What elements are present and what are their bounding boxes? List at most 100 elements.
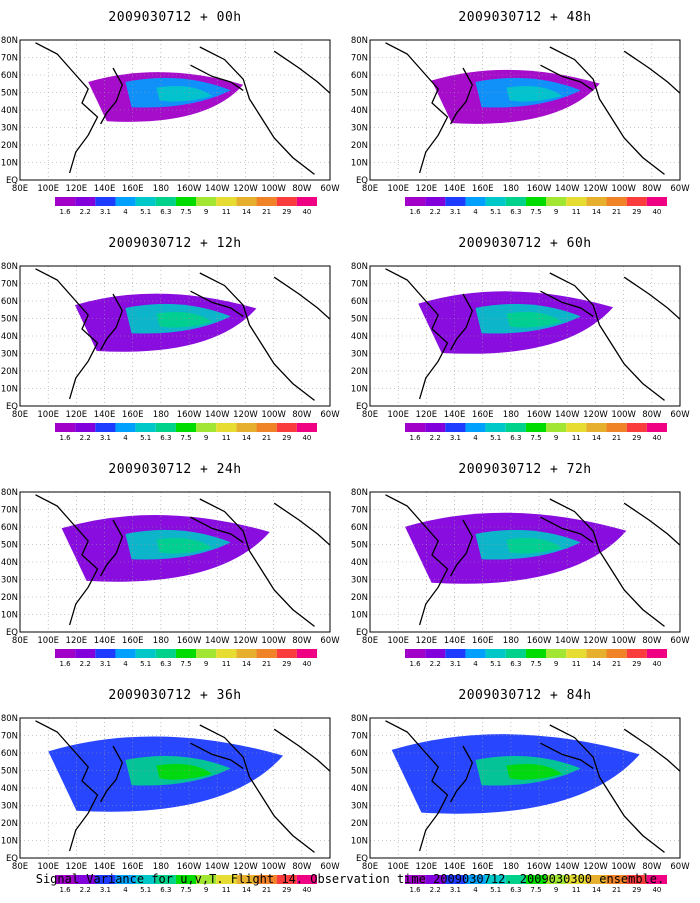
map-panel: 2009030712 + 72h EQ 10N 20N 30N 40N 50N 60N 70N 8… [350,452,700,677]
x-tick-label: 120E [416,862,438,872]
coastline [190,290,244,317]
coastline [549,498,665,627]
colorbar: 1.6 2.2 3.1 4 5.1 6.3 7.5 9 11 14 21 29 40 [55,197,317,216]
colorbar-swatch [505,649,526,658]
map-grid [370,40,680,180]
colorbar-swatch [525,197,547,206]
colorbar-label: 5.1 [490,434,501,442]
x-tick-label: 100E [387,862,409,872]
coastline [273,276,331,320]
colorbar-swatch [175,423,197,432]
colorbar-label: 5.1 [490,886,501,894]
y-tick-label: 40N [1,558,18,568]
x-tick-label: 80W [292,862,312,872]
colorbar-swatch [196,875,217,884]
colorbar-label: 5.1 [140,886,151,894]
variance-shading [61,515,270,582]
x-tick-label: 140E [94,410,116,420]
x-tick-label: 180 [153,184,169,194]
coastline [190,742,244,769]
colorbar-swatch [55,423,76,432]
colorbar-label: 9 [204,208,208,216]
colorbar-label: 1.6 [410,208,422,216]
x-tick-label: 140E [94,862,116,872]
x-tick-label: 80W [292,184,312,194]
x-tick-label: 140W [555,184,580,194]
x-tick-label: 140E [94,636,116,646]
colorbar-swatch [175,197,197,206]
x-tick-label: 100W [611,184,636,194]
x-tick-label: 180 [503,184,519,194]
colorbar-swatch [525,875,547,884]
coastline [100,67,124,125]
x-tick-label: 140W [205,410,230,420]
colorbar-label: 9 [554,886,558,894]
x-tick-label: 100E [37,410,59,420]
colorbar-label: 11 [222,886,231,894]
x-tick-label: 60W [670,184,690,194]
map-svg: EQ 10N 20N 30N 40N 50N 60N 70N 80N 80E 100E 120E 140… [1,262,340,442]
coastline [190,64,244,91]
map-svg: EQ 10N 20N 30N 40N 50N 60N 70N 80N 80E 100E 120E 140… [351,714,690,894]
colorbar-label: 9 [204,434,208,442]
y-tick-label: 60N [1,297,18,307]
colorbar-label: 29 [632,208,641,216]
colorbar: 1.6 2.2 3.1 4 5.1 6.3 7.5 9 11 14 21 29 40 [55,649,317,668]
colorbar-swatch [646,197,667,206]
y-tick-label: 60N [351,297,368,307]
colorbar-swatch [485,423,506,432]
colorbar-swatch [405,197,426,206]
colorbar-label: 40 [302,208,311,216]
colorbar-swatch [405,649,426,658]
colorbar-swatch [546,649,567,658]
colorbar-label: 3.1 [450,208,461,216]
colorbar-label: 29 [282,208,291,216]
y-tick-label: 50N [351,89,368,99]
panel-title: 2009030712 + 12h [108,236,242,251]
y-tick-label: 50N [351,767,368,777]
colorbar-swatch [115,875,136,884]
colorbar-swatch [115,649,136,658]
colorbar-label: 4 [473,660,478,668]
y-tick-label: 40N [351,332,368,342]
colorbar-swatch [256,649,277,658]
y-tick-label: 60N [351,749,368,759]
y-tick-label: 80N [1,488,18,498]
colorbar-label: 2.2 [80,886,91,894]
x-tick-label: 180 [503,410,519,420]
colorbar-swatch [626,875,647,884]
coastline [540,516,594,543]
panel-title: 2009030712 + 84h [458,688,592,703]
colorbar-label: 6.3 [160,660,171,668]
x-tick-label: 80W [292,410,312,420]
y-tick-label: 50N [351,315,368,325]
x-tick-label: 140W [205,636,230,646]
y-tick-label: 10N [1,837,18,847]
colorbar-swatch [115,423,136,432]
colorbar-label: 1.6 [60,208,72,216]
colorbar-swatch [296,197,317,206]
panel-title: 2009030712 + 36h [108,688,242,703]
coastline [273,50,331,94]
colorbar-label: 4 [473,886,478,894]
colorbar-label: 6.3 [510,660,521,668]
colorbar-swatch [606,423,627,432]
colorbar-swatch [546,197,567,206]
map-svg: EQ 10N 20N 30N 40N 50N 60N 70N 80N 80E 100E 120E 140… [351,262,690,442]
coastline [450,519,474,577]
colorbar-swatch [485,197,506,206]
x-tick-label: 60W [320,184,340,194]
colorbar-swatch [216,875,237,884]
colorbar: 1.6 2.2 3.1 4 5.1 6.3 7.5 9 11 14 21 29 40 [405,423,667,442]
colorbar-label: 3.1 [100,660,111,668]
colorbar-label: 1.6 [60,660,72,668]
colorbar-label: 7.5 [530,660,541,668]
y-tick-label: 50N [1,89,18,99]
colorbar-swatch [55,649,76,658]
colorbar-swatch [95,423,116,432]
y-tick-label: 80N [351,488,368,498]
map-grid [370,718,680,858]
colorbar: 1.6 2.2 3.1 4 5.1 6.3 7.5 9 11 14 21 29 40 [405,875,667,894]
variance-region [156,312,213,328]
map-grid [20,718,330,858]
